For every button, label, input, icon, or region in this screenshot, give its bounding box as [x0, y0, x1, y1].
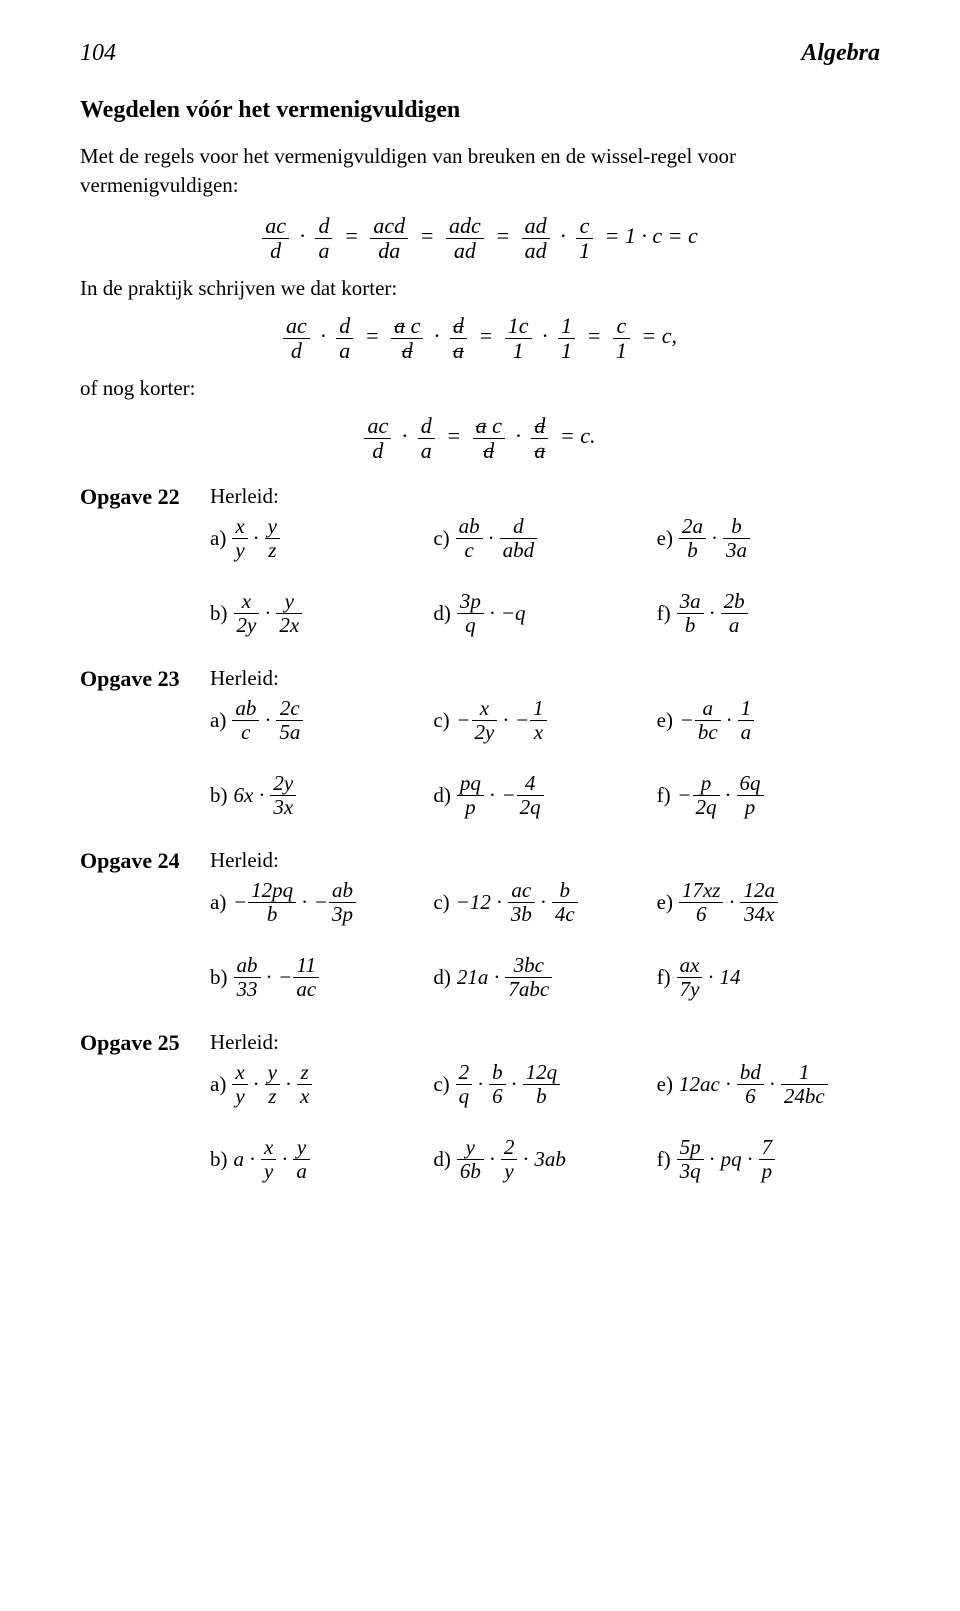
item-24c: c) −12 · ac3b · b4c [433, 880, 656, 925]
item-22c: c) abc · dabd [433, 516, 656, 561]
item-22b: b) x2y · y2x [210, 591, 433, 636]
opgave-22-label: Opgave 22 [80, 484, 210, 510]
opgave-24-row-1: a) − 12pqb · − ab3p c) −12 · ac3b · b4c … [210, 880, 880, 925]
equation-1: acd · da = acdda = adcad = adad · c1 = 1… [80, 215, 880, 262]
opgave-24-herleid: Herleid: [210, 848, 279, 873]
praktijk-text: In de praktijk schrijven we dat korter: [80, 276, 880, 301]
item-24e: e) 17xz6 · 12a34x [657, 880, 880, 925]
opgave-23-label: Opgave 23 [80, 666, 210, 692]
opgave-24: Opgave 24 Herleid: a) − 12pqb · − ab3p c… [80, 848, 880, 1000]
chapter-title: Algebra [801, 40, 880, 67]
item-23a: a) abc · 2c5a [210, 698, 433, 743]
opgave-23-row-1: a) abc · 2c5a c) − x2y · − 1x e) − abc ·… [210, 698, 880, 743]
item-23f: f) − p2q · 6qp [657, 773, 880, 818]
item-23b: b) 6x · 2y3x [210, 773, 433, 818]
page-number: 104 [80, 40, 116, 67]
opgave-24-label: Opgave 24 [80, 848, 210, 874]
item-22e: e) 2ab · b3a [657, 516, 880, 561]
item-24b: b) ab33 · − 11ac [210, 955, 433, 1000]
item-24a: a) − 12pqb · − ab3p [210, 880, 433, 925]
page: 104 Algebra Wegdelen vóór het vermenigvu… [0, 0, 960, 1611]
opgave-22-row-1: a) xy · yz c) abc · dabd e) 2ab · b3a [210, 516, 880, 561]
opgave-25-row-1: a) xy · yz · zx c) 2q · b6 · 12qb e) 12a… [210, 1062, 880, 1107]
item-23e: e) − abc · 1a [657, 698, 880, 743]
item-25a: a) xy · yz · zx [210, 1062, 433, 1107]
page-header: 104 Algebra [80, 40, 880, 67]
opgave-22: Opgave 22 Herleid: a) xy · yz c) abc · d… [80, 484, 880, 636]
item-25f: f) 5p3q · pq · 7p [657, 1137, 880, 1182]
item-25b: b) a · xy · ya [210, 1137, 433, 1182]
intro-text: Met de regels voor het vermenigvuldigen … [80, 142, 880, 201]
ofnog-text: of nog korter: [80, 376, 880, 401]
item-25d: d) y6b · 2y · 3ab [433, 1137, 656, 1182]
item-23c: c) − x2y · − 1x [433, 698, 656, 743]
item-23d: d) pqp · − 42q [433, 773, 656, 818]
item-22d: d) 3pq · −q [433, 591, 656, 636]
section-title: Wegdelen vóór het vermenigvuldigen [80, 97, 880, 124]
opgave-23: Opgave 23 Herleid: a) abc · 2c5a c) − x2… [80, 666, 880, 818]
equation-3: acd · da = a cd · da = c. [80, 415, 880, 462]
item-24f: f) ax7y · 14 [657, 955, 880, 1000]
opgave-25: Opgave 25 Herleid: a) xy · yz · zx c) 2q… [80, 1030, 880, 1182]
opgave-23-row-2: b) 6x · 2y3x d) pqp · − 42q f) − p2q · 6… [210, 773, 880, 818]
item-25c: c) 2q · b6 · 12qb [433, 1062, 656, 1107]
opgave-25-label: Opgave 25 [80, 1030, 210, 1056]
item-22f: f) 3ab · 2ba [657, 591, 880, 636]
opgave-25-row-2: b) a · xy · ya d) y6b · 2y · 3ab f) 5p3q… [210, 1137, 880, 1182]
opgave-22-row-2: b) x2y · y2x d) 3pq · −q f) 3ab · 2ba [210, 591, 880, 636]
item-25e: e) 12ac · bd6 · 124bc [657, 1062, 880, 1107]
item-22a: a) xy · yz [210, 516, 433, 561]
opgave-23-herleid: Herleid: [210, 666, 279, 691]
item-24d: d) 21a · 3bc7abc [433, 955, 656, 1000]
equation-2: acd · da = a cd · da = 1c1 · 11 = c1 = c… [80, 315, 880, 362]
opgave-25-herleid: Herleid: [210, 1030, 279, 1055]
opgave-24-row-2: b) ab33 · − 11ac d) 21a · 3bc7abc f) ax7… [210, 955, 880, 1000]
opgave-22-herleid: Herleid: [210, 484, 279, 509]
